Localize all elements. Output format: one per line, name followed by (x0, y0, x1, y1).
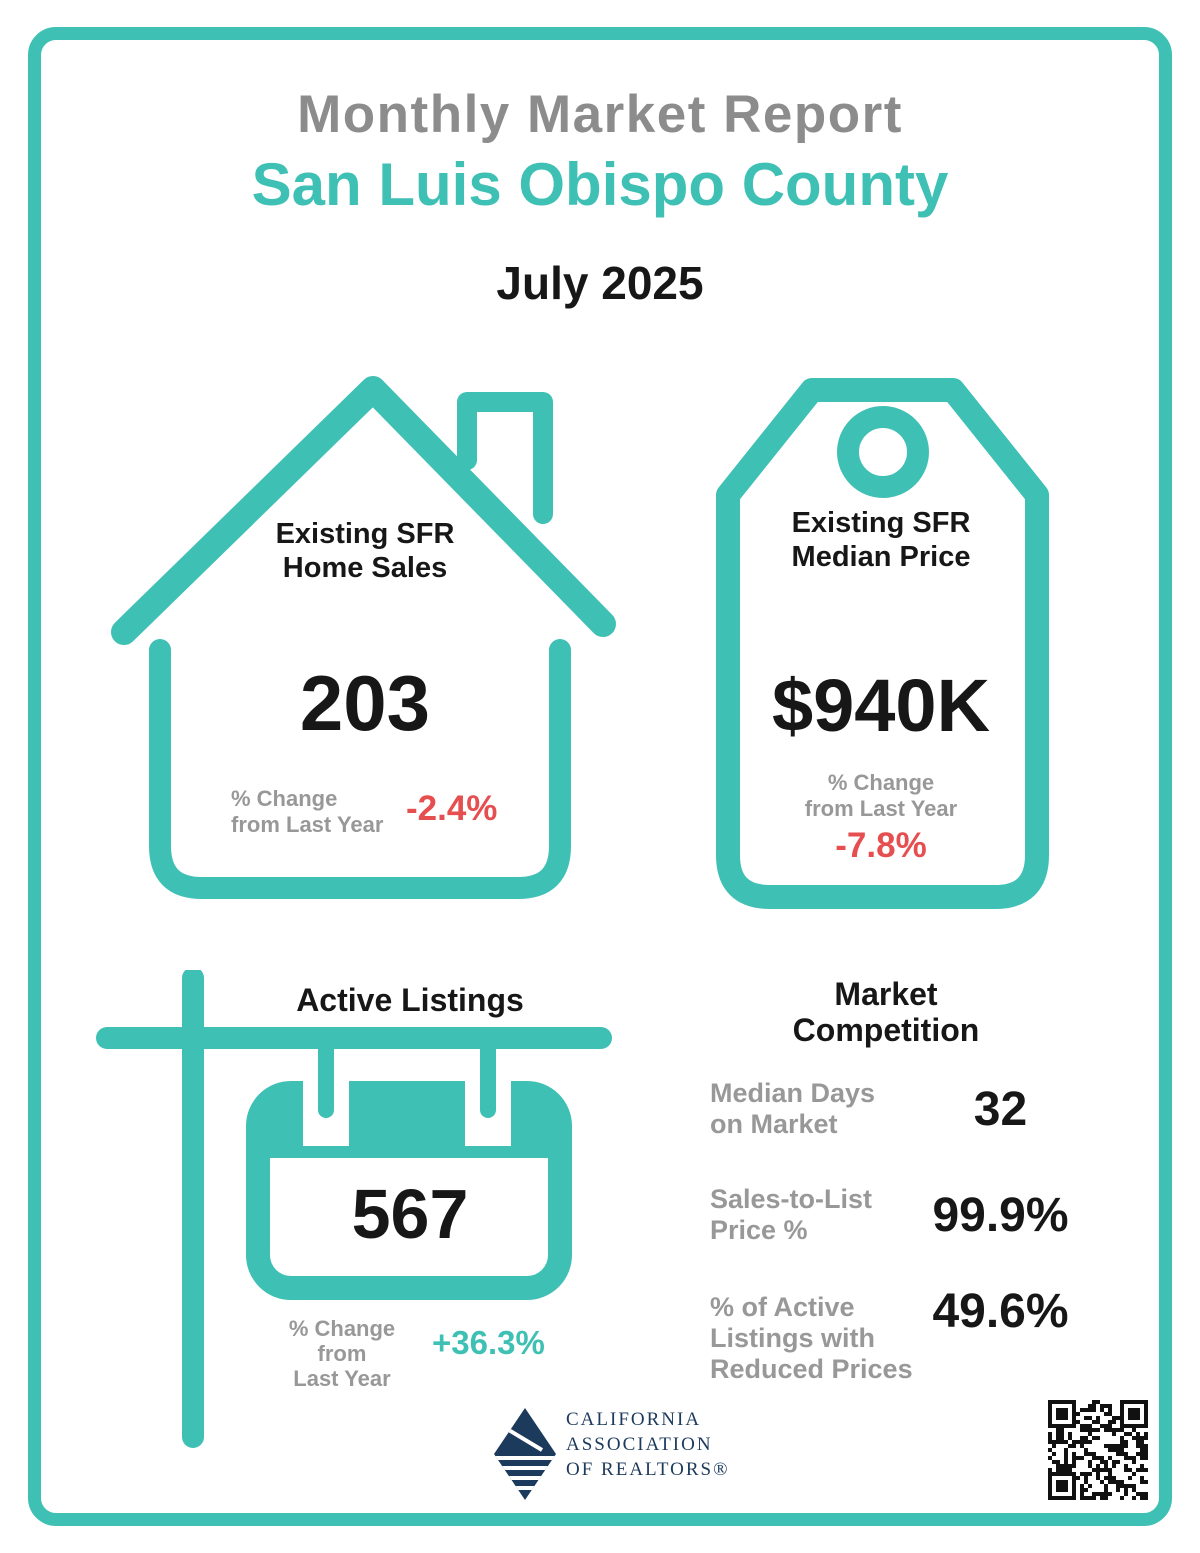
median-days-label: Median Days on Market (710, 1078, 876, 1139)
median-days-value: 32 (973, 1083, 1028, 1136)
reduced-prices-label: % of Active Listings with Reduced Prices (710, 1292, 913, 1384)
report-title: Monthly Market Report (297, 85, 903, 144)
median-price-label: Existing SFR Median Price (791, 507, 971, 573)
house-chimney (457, 392, 553, 524)
active-listings-value: 567 (351, 1175, 469, 1253)
market-competition-title: Market Competition (792, 976, 980, 1048)
sales-to-list-value: 99.9% (932, 1189, 1069, 1242)
qr-code (1048, 1400, 1148, 1500)
page-border (28, 27, 1172, 1526)
median-price-value: $940K (771, 664, 991, 747)
home-sales-value: 203 (299, 659, 431, 747)
home-sales-label: Existing SFR Home Sales (275, 518, 455, 584)
house-body (149, 639, 571, 899)
car-logo-icon (494, 1408, 556, 1500)
active-listings-change-value: +36.3% (432, 1324, 545, 1361)
yard-sign-icon (96, 970, 612, 1448)
active-listings-label: Active Listings (296, 982, 524, 1018)
car-org-name: CALIFORNIA ASSOCIATION OF REALTORS® (566, 1409, 730, 1480)
sign-board (246, 1081, 572, 1300)
sales-to-list-label: Sales-to-List Price % (710, 1184, 873, 1245)
active-listings-change-label: % Change from Last Year (288, 1316, 396, 1391)
report-subtitle: San Luis Obispo County (251, 151, 949, 218)
house-icon (111, 376, 616, 899)
price-tag-outline (716, 378, 1049, 909)
median-price-change-label: % Change from Last Year (804, 770, 958, 821)
price-tag-hole (837, 406, 929, 498)
house-roof (111, 376, 616, 645)
price-tag-icon (716, 378, 1049, 909)
report-period: July 2025 (496, 257, 704, 309)
median-price-change-value: -7.8% (835, 826, 927, 865)
home-sales-change-value: -2.4% (406, 789, 498, 828)
home-sales-change-label: % Change from Last Year (231, 786, 384, 837)
reduced-prices-value: 49.6% (932, 1285, 1069, 1338)
